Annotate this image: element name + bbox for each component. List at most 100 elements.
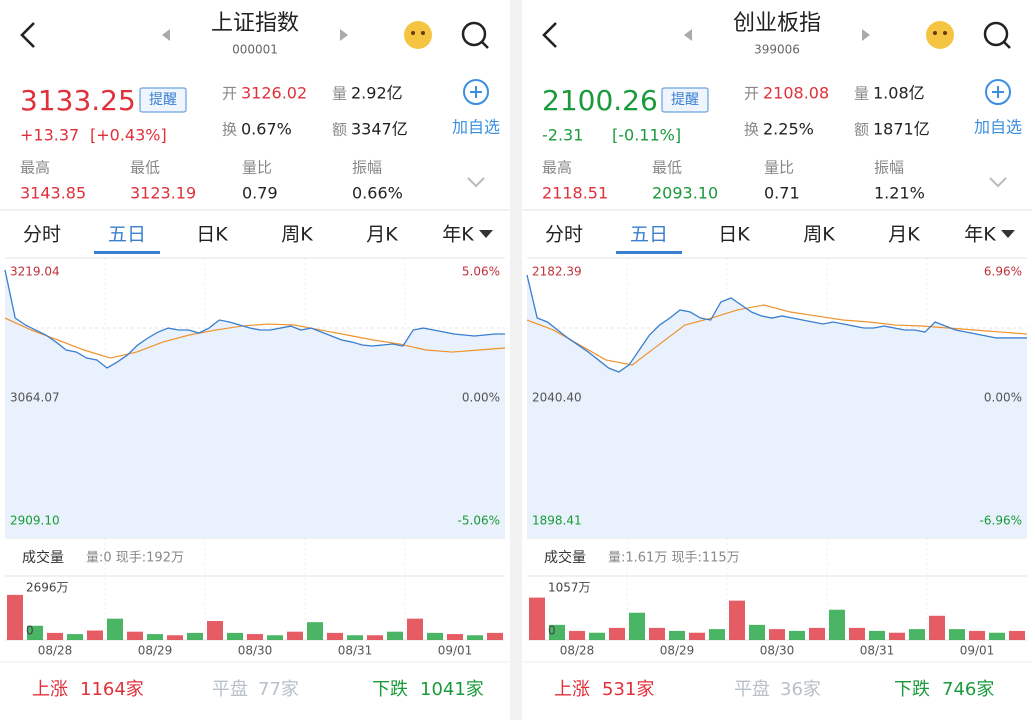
volume-bar [529,597,545,640]
quote-label: 换 [744,121,759,139]
volume-bar [407,618,423,640]
volume-title: 成交量 [22,549,64,566]
search-icon[interactable] [983,21,1009,47]
volume-bar [669,630,685,640]
back-button[interactable] [20,22,35,48]
tab-dropdown[interactable] [479,230,493,238]
volume-bar [589,632,605,640]
stat-value: 2118.51 [542,184,608,203]
mascot-icon[interactable] [404,21,432,49]
volume-bar [609,627,625,640]
stock-code: 399006 [754,43,800,57]
add-icon[interactable] [985,79,1011,105]
tab-dropdown[interactable] [1001,230,1015,238]
next-arrow[interactable] [340,29,348,41]
tab[interactable]: 月K [888,224,920,246]
volume-axis-label: 1057万 [548,581,591,595]
date-label: 08/28 [38,644,73,658]
add-plus [470,86,482,98]
stat-label: 振幅 [874,159,904,177]
volume-bar [709,629,725,640]
volume-bar [769,629,785,640]
quote-label: 量 [854,85,869,103]
breadth-label: 下跌 [372,679,408,700]
volume-bar [7,594,23,640]
quote-value: 2.25% [763,120,814,139]
volume-bar [127,631,143,640]
next-arrow[interactable] [862,29,870,41]
tab[interactable]: 五日 [630,224,668,246]
volume-bar [87,630,103,640]
volume-bar [849,627,865,640]
date-label: 09/01 [960,644,995,658]
stat-label: 最低 [652,159,682,177]
volume-bar [869,630,885,640]
volume-bar [187,632,203,640]
quote-value: 0.67% [241,120,292,139]
tab[interactable]: 五日 [108,224,146,246]
alert-button[interactable] [139,87,187,113]
tab[interactable]: 年K [442,224,474,246]
add-watchlist: 加自选 [974,118,1022,137]
alert-button[interactable] [661,87,709,113]
volume-bar [689,632,705,640]
quote-label: 额 [854,121,869,139]
volume-bar [909,629,925,640]
stat-label: 振幅 [352,159,382,177]
price-axis-label: 2040.40 [532,391,582,405]
volume-bar [107,618,123,640]
volume-bar [789,630,805,640]
price-line [4,269,505,369]
stock-title: 上证指数 [211,11,299,36]
mascot-icon[interactable] [926,21,954,49]
add-plus [992,86,1004,98]
volume-bar [949,629,965,640]
tab[interactable]: 周K [803,224,835,246]
date-label: 08/29 [138,644,173,658]
tab[interactable]: 日K [196,224,228,246]
stat-value: 2093.10 [652,184,718,203]
volume-bar [47,632,63,640]
volume-title: 成交量 [544,549,586,566]
volume-axis-label: 2696万 [26,581,69,595]
price: 3133.25 [20,84,136,117]
quote-label: 量 [332,85,347,103]
tab[interactable]: 周K [281,224,313,246]
volume-bar [227,632,243,640]
change: -2.31 [542,126,583,145]
volume-bar [67,634,83,640]
stock-title: 创业板指 [733,11,821,36]
prev-arrow[interactable] [162,29,170,41]
volume-bar [387,631,403,640]
back-button[interactable] [542,22,557,48]
stat-value: 0.71 [764,184,800,203]
tab[interactable]: 月K [366,224,398,246]
volume-bar [487,632,503,640]
mascot-eye [411,31,415,35]
prev-arrow[interactable] [684,29,692,41]
search-icon[interactable] [461,21,487,47]
volume-axis-label: 0 [548,624,556,638]
volume-bar [829,609,845,640]
expand-chevron[interactable] [467,177,485,188]
volume-bar [247,634,263,640]
alert-label: 提醒 [671,92,699,108]
quote-label: 额 [332,121,347,139]
volume-bar [629,612,645,640]
price: 2100.26 [542,84,658,117]
tab[interactable]: 日K [718,224,750,246]
pct-axis-label: 6.96% [984,265,1022,279]
stat-value: 3123.19 [130,184,196,203]
volume-bar [1009,630,1025,640]
quote-value: 1.08亿 [873,84,925,103]
add-icon[interactable] [463,79,489,105]
tab[interactable]: 分时 [545,224,583,246]
tab-underline [94,251,160,254]
stat-label: 最低 [130,159,160,177]
tab[interactable]: 年K [964,224,996,246]
expand-chevron[interactable] [989,177,1007,188]
tab[interactable]: 分时 [23,224,61,246]
volume-bar [267,635,283,640]
change-pct: [+0.43%] [90,126,167,145]
